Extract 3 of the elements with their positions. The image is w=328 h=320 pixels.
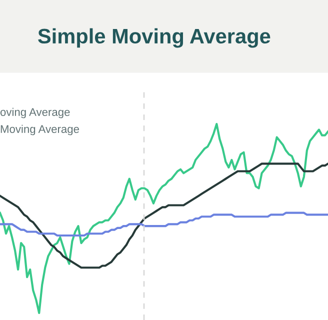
chart-title: Simple Moving Average [38, 28, 270, 48]
text: oving Average [0, 108, 70, 118]
annotation: Moving Average [0, 124, 79, 136]
